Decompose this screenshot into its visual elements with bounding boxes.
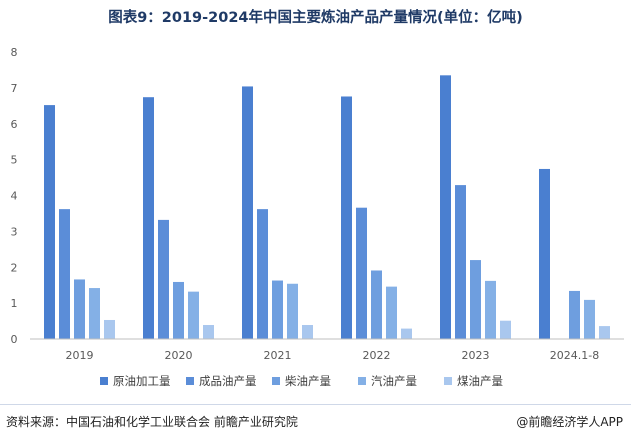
bar-2024.1-8-0	[539, 168, 550, 339]
legend-label: 煤油产量	[457, 374, 503, 388]
y-tick-label: 4	[11, 190, 18, 203]
y-axis: 0 1 2 3 4 5 6 7 8	[11, 46, 18, 346]
legend-swatch	[444, 377, 452, 385]
y-tick-label: 0	[11, 333, 18, 346]
bar-2023-3	[485, 280, 496, 339]
bar-2020-0	[143, 97, 154, 339]
bar-2021-1	[257, 209, 268, 339]
legend-swatch	[358, 377, 366, 385]
y-tick-label: 6	[11, 118, 18, 131]
legend-swatch	[272, 377, 280, 385]
x-tick-label: 2024.1-8	[550, 349, 599, 362]
bar-2020-3	[188, 291, 199, 339]
bar-2022-1	[356, 207, 367, 339]
y-tick-label: 2	[11, 261, 18, 274]
bar-2020-1	[158, 219, 169, 339]
bar-2021-0	[242, 86, 253, 339]
source-note: 资料来源：中国石油和化学工业联合会 前瞻产业研究院	[6, 415, 298, 429]
bar-2022-3	[386, 286, 397, 339]
bar-2019-4	[104, 319, 115, 339]
bar-2024.1-8-4	[599, 326, 610, 339]
legend-swatch	[100, 377, 108, 385]
bar-2019-1	[59, 209, 70, 339]
bar-2023-1	[455, 185, 466, 339]
x-tick-label: 2019	[66, 349, 94, 362]
y-tick-label: 8	[11, 46, 18, 59]
y-tick-label: 3	[11, 225, 18, 238]
y-tick-label: 5	[11, 154, 18, 167]
bar-2020-2	[173, 281, 184, 339]
bars-layer	[44, 75, 610, 339]
legend-label: 汽油产量	[371, 374, 417, 388]
legend: 原油加工量 成品油产量 柴油产量 汽油产量 煤油产量	[100, 374, 503, 388]
x-axis: 2019 2020 2021 2022 2023 2024.1-8	[66, 349, 600, 362]
bar-2022-0	[341, 96, 352, 339]
bar-2021-3	[287, 283, 298, 339]
bar-2023-2	[470, 260, 481, 339]
brand-label: @前瞻经济学人APP	[516, 415, 623, 429]
legend-label: 原油加工量	[113, 374, 171, 388]
x-tick-label: 2023	[462, 349, 490, 362]
bar-2020-4	[203, 325, 214, 339]
x-tick-label: 2022	[363, 349, 391, 362]
bar-2023-0	[440, 75, 451, 339]
footer-divider	[0, 404, 631, 405]
legend-label: 成品油产量	[199, 374, 257, 388]
bar-2024.1-8-3	[584, 299, 595, 339]
y-tick-label: 7	[11, 82, 18, 95]
chart-title: 图表9：2019-2024年中国主要炼油产品产量情况(单位：亿吨)	[108, 10, 523, 26]
bar-2021-4	[302, 325, 313, 339]
bar-2021-2	[272, 280, 283, 339]
bar-2023-4	[500, 320, 511, 339]
x-tick-label: 2021	[264, 349, 292, 362]
bar-2019-0	[44, 105, 55, 339]
y-tick-label: 1	[11, 297, 18, 310]
bar-2022-2	[371, 270, 382, 339]
bar-2022-4	[401, 328, 412, 339]
bar-2019-3	[89, 288, 100, 339]
bar-chart: 0 1 2 3 4 5 6 7 8 2019 2020 2021 2022 2023 2024.1-8 原…	[11, 46, 624, 388]
x-tick-label: 2020	[165, 349, 193, 362]
bar-2024.1-8-2	[569, 290, 580, 339]
legend-label: 柴油产量	[285, 374, 331, 388]
bar-2019-2	[74, 279, 85, 339]
legend-swatch	[186, 377, 194, 385]
